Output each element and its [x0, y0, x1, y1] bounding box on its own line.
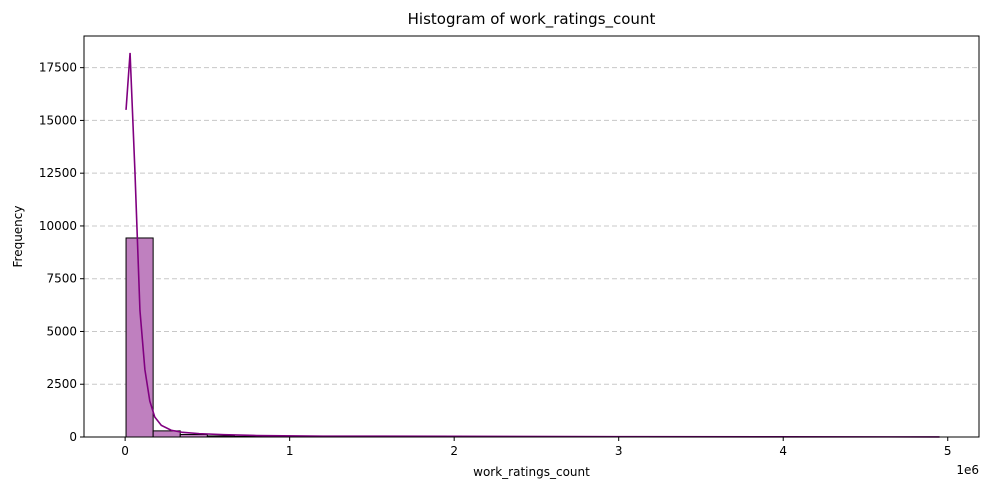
y-tick-label-4: 10000 — [39, 219, 77, 233]
y-tick-label-3: 7500 — [46, 272, 77, 286]
y-tick-label-2: 5000 — [46, 324, 77, 338]
x-tick-label-3: 3 — [615, 444, 623, 458]
y-ticks: 0 2500 5000 7500 10000 12500 15000 17500 — [39, 61, 84, 444]
grid-layer — [84, 67, 979, 438]
kde-layer — [125, 52, 940, 438]
x-tick-label-5: 5 — [944, 444, 952, 458]
plot-frame — [83, 35, 980, 438]
y-tick-label-5: 12500 — [39, 166, 77, 180]
chart-title: Histogram of work_ratings_count — [408, 10, 656, 29]
x-tick-label-0: 0 — [121, 444, 129, 458]
histogram-bar-0 — [125, 237, 154, 438]
x-axis-offset-label: 1e6 — [956, 463, 979, 477]
y-tick-label-1: 2500 — [46, 377, 77, 391]
kde-curve — [125, 52, 940, 438]
bars-layer — [125, 237, 940, 438]
y-tick-label-6: 15000 — [39, 113, 77, 127]
x-axis-label: work_ratings_count — [473, 465, 590, 479]
x-tick-label-1: 1 — [286, 444, 294, 458]
x-tick-label-2: 2 — [450, 444, 458, 458]
x-ticks: 0 1 2 3 4 5 — [121, 437, 952, 458]
y-axis-label: Frequency — [11, 206, 25, 268]
y-tick-label-7: 17500 — [39, 61, 77, 75]
x-tick-label-4: 4 — [779, 444, 787, 458]
y-tick-label-0: 0 — [69, 430, 77, 444]
